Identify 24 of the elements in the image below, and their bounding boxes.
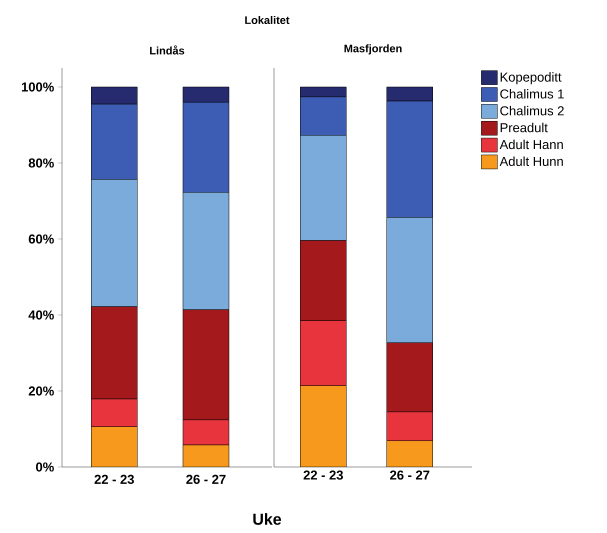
text: Lokalitet (245, 16, 290, 24)
y-tick-label: 100% (22, 82, 54, 92)
bar (386, 440, 434, 467)
y-tick-label: 20% (28, 386, 54, 396)
y-tick-label: 80% (28, 158, 54, 168)
y-tick-label: 40% (28, 310, 54, 320)
x-tick-label: 26 - 27 (186, 474, 226, 484)
legend-label: Chalimus 1 (500, 89, 564, 99)
x-tick-label: 26 - 27 (390, 470, 430, 480)
legend-label: Preadult (500, 122, 548, 132)
bar (182, 444, 230, 467)
legend-label: Adult Hann (500, 140, 563, 150)
legend-label: Adult Hunn (500, 156, 563, 166)
chart-title: Lindås (150, 45, 184, 54)
legend-label: Chalimus 2 (500, 106, 564, 116)
legend-label: Kopepoditt (500, 72, 562, 84)
y-tick-label: 0% (36, 462, 54, 472)
chart-title: Masfjorden (344, 44, 402, 54)
x-axis-title: Uke (253, 513, 282, 525)
bar (91, 426, 138, 467)
x-tick-label: 22 - 23 (304, 470, 343, 480)
x-tick-label: 22 - 23 (94, 474, 134, 484)
y-tick-label: 60% (28, 234, 54, 244)
bar (300, 386, 346, 467)
